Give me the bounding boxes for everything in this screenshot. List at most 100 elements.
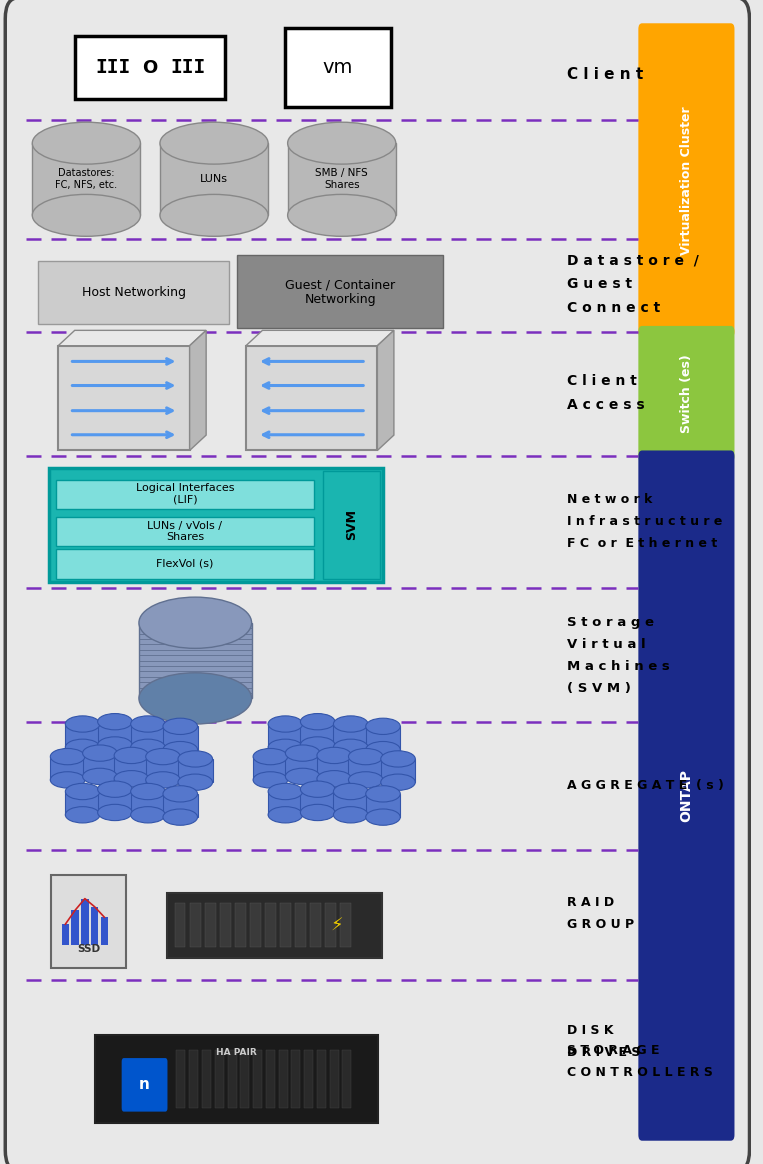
FancyBboxPatch shape	[101, 917, 108, 945]
FancyBboxPatch shape	[175, 903, 185, 947]
Ellipse shape	[285, 745, 320, 761]
FancyBboxPatch shape	[639, 23, 735, 338]
Text: HA PAIR: HA PAIR	[216, 1048, 257, 1057]
Text: ONTAP: ONTAP	[679, 769, 694, 822]
Polygon shape	[301, 722, 335, 745]
FancyBboxPatch shape	[330, 1050, 339, 1108]
FancyBboxPatch shape	[237, 255, 443, 328]
Ellipse shape	[130, 739, 166, 755]
Polygon shape	[365, 726, 401, 750]
Polygon shape	[268, 792, 303, 815]
FancyBboxPatch shape	[51, 875, 126, 968]
Ellipse shape	[349, 772, 383, 788]
FancyBboxPatch shape	[291, 1050, 301, 1108]
FancyBboxPatch shape	[265, 903, 275, 947]
FancyBboxPatch shape	[5, 0, 749, 1164]
Ellipse shape	[365, 809, 401, 825]
Text: D I S K
D R I V E S: D I S K D R I V E S	[567, 1024, 640, 1059]
FancyBboxPatch shape	[202, 1050, 211, 1108]
Polygon shape	[333, 792, 368, 815]
Ellipse shape	[50, 748, 85, 765]
Ellipse shape	[114, 771, 149, 787]
Polygon shape	[114, 755, 149, 779]
Text: A G G R E G A T E  ( s ): A G G R E G A T E ( s )	[567, 779, 724, 793]
Polygon shape	[160, 143, 268, 215]
Ellipse shape	[163, 741, 198, 758]
Ellipse shape	[178, 751, 213, 767]
FancyBboxPatch shape	[278, 1050, 288, 1108]
Ellipse shape	[317, 747, 352, 764]
Ellipse shape	[381, 774, 415, 790]
Polygon shape	[32, 143, 140, 215]
Polygon shape	[58, 346, 190, 450]
Text: Logical Interfaces
(LIF): Logical Interfaces (LIF)	[136, 483, 234, 505]
Ellipse shape	[301, 714, 335, 730]
FancyBboxPatch shape	[56, 549, 314, 579]
Ellipse shape	[333, 716, 368, 732]
Ellipse shape	[163, 718, 198, 734]
Ellipse shape	[160, 122, 268, 164]
Ellipse shape	[163, 786, 198, 802]
FancyBboxPatch shape	[190, 903, 201, 947]
FancyBboxPatch shape	[280, 903, 291, 947]
FancyBboxPatch shape	[215, 1050, 224, 1108]
FancyBboxPatch shape	[340, 903, 351, 947]
Ellipse shape	[268, 716, 303, 732]
Ellipse shape	[98, 714, 132, 730]
Ellipse shape	[163, 809, 198, 825]
Polygon shape	[163, 726, 198, 750]
Ellipse shape	[130, 807, 166, 823]
Ellipse shape	[66, 783, 100, 800]
Ellipse shape	[32, 122, 140, 164]
Text: Switch (es): Switch (es)	[680, 355, 693, 433]
FancyBboxPatch shape	[285, 28, 391, 107]
Polygon shape	[66, 792, 100, 815]
Text: ⚡: ⚡	[331, 916, 343, 935]
FancyBboxPatch shape	[295, 903, 306, 947]
FancyBboxPatch shape	[325, 903, 336, 947]
Ellipse shape	[365, 741, 401, 758]
Polygon shape	[146, 757, 180, 780]
Ellipse shape	[268, 739, 303, 755]
FancyBboxPatch shape	[220, 903, 230, 947]
Ellipse shape	[66, 807, 100, 823]
Text: n: n	[139, 1078, 150, 1092]
Ellipse shape	[50, 772, 85, 788]
Polygon shape	[98, 722, 132, 745]
Ellipse shape	[333, 739, 368, 755]
Polygon shape	[190, 331, 206, 450]
Ellipse shape	[285, 768, 320, 785]
Ellipse shape	[32, 194, 140, 236]
Polygon shape	[139, 623, 252, 698]
Ellipse shape	[365, 718, 401, 734]
Ellipse shape	[333, 807, 368, 823]
Text: FlexVol (s): FlexVol (s)	[156, 559, 214, 569]
Polygon shape	[82, 753, 118, 776]
FancyBboxPatch shape	[235, 903, 246, 947]
FancyBboxPatch shape	[62, 924, 69, 945]
Text: SSD: SSD	[77, 944, 100, 954]
FancyBboxPatch shape	[91, 907, 98, 945]
Ellipse shape	[333, 783, 368, 800]
Text: Datastores:
FC, NFS, etc.: Datastores: FC, NFS, etc.	[55, 169, 118, 190]
FancyBboxPatch shape	[176, 1050, 185, 1108]
Ellipse shape	[301, 737, 335, 753]
FancyBboxPatch shape	[250, 903, 261, 947]
FancyBboxPatch shape	[205, 903, 215, 947]
FancyBboxPatch shape	[37, 261, 229, 324]
Polygon shape	[178, 759, 213, 782]
Ellipse shape	[301, 781, 335, 797]
Ellipse shape	[114, 747, 149, 764]
Ellipse shape	[301, 804, 335, 821]
FancyBboxPatch shape	[227, 1050, 237, 1108]
Ellipse shape	[253, 772, 288, 788]
Text: LUNs: LUNs	[200, 175, 228, 184]
FancyBboxPatch shape	[323, 471, 380, 579]
Polygon shape	[349, 757, 383, 780]
Text: C l i e n t
A c c e s s: C l i e n t A c c e s s	[567, 375, 645, 412]
Ellipse shape	[98, 737, 132, 753]
Text: Virtualization Cluster: Virtualization Cluster	[680, 106, 693, 255]
Polygon shape	[378, 331, 394, 450]
FancyBboxPatch shape	[311, 903, 320, 947]
Polygon shape	[50, 757, 85, 780]
